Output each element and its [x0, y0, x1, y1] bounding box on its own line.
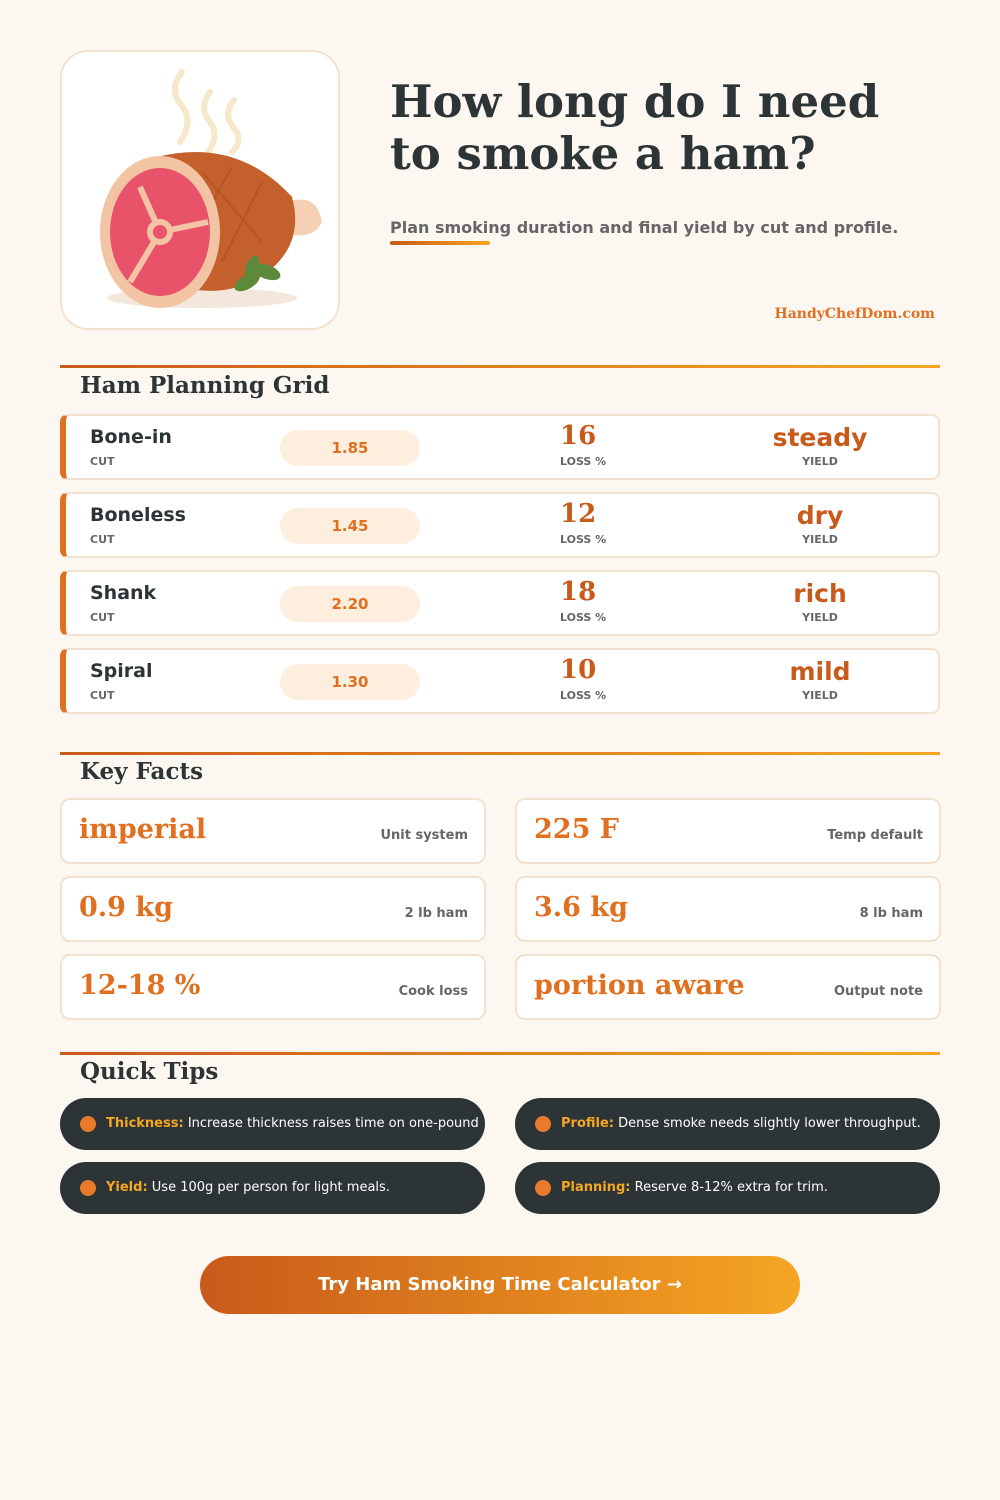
fact-value: 0.9 kg [79, 892, 173, 923]
fact-label: Cook loss [398, 984, 468, 999]
yield-value: rich [793, 579, 847, 608]
cut-label: CUT [90, 533, 115, 546]
loss-value: 10 [560, 655, 597, 685]
tip-text: Reserve 8-12% extra for trim. [634, 1180, 828, 1195]
subtitle: Plan smoking duration and final yield by… [390, 218, 899, 237]
cut-name: Boneless [90, 504, 186, 526]
loss-label: LOSS % [560, 455, 607, 468]
cta-button[interactable]: Try Ham Smoking Time Calculator → [200, 1256, 800, 1314]
tip-dot [535, 1116, 551, 1132]
loss-label: LOSS % [560, 611, 607, 624]
yield-label: YIELD [802, 611, 838, 624]
cut-label: CUT [90, 455, 115, 468]
cut-name: Shank [90, 582, 157, 604]
factor-pill: 1.85 [280, 430, 420, 466]
tip-label: Profile: [561, 1116, 614, 1131]
tip-pill: Thickness: Increase thickness raises tim… [60, 1098, 485, 1150]
section-rule [60, 365, 940, 368]
fact-card: 12-18 % Cook loss [60, 954, 486, 1020]
yield-value: dry [796, 501, 844, 530]
loss-value: 16 [560, 421, 597, 451]
grid-row: Boneless CUT 1.45 12 LOSS % dry YIELD [60, 492, 940, 558]
section-heading: Ham Planning Grid [80, 372, 330, 399]
subtitle-underline [390, 241, 490, 245]
loss-label: LOSS % [560, 533, 607, 546]
yield-value: mild [789, 657, 851, 686]
tip-dot [80, 1180, 96, 1196]
ham-illustration [100, 69, 322, 308]
tip-text: Increase thickness raises time on one-po… [187, 1116, 479, 1131]
section-rule [60, 1052, 940, 1055]
tip-pill: Yield: Use 100g per person for light mea… [60, 1162, 485, 1214]
factor-pill: 2.20 [280, 586, 420, 622]
cut-label: CUT [90, 611, 115, 624]
fact-value: 3.6 kg [534, 892, 628, 923]
tip-dot [80, 1116, 96, 1132]
tip-text: Dense smoke needs slightly lower through… [618, 1116, 921, 1131]
fact-label: 8 lb ham [859, 906, 923, 921]
fact-card: 225 F Temp default [515, 798, 941, 864]
fact-label: Unit system [380, 828, 468, 843]
illustration-card [60, 50, 340, 330]
fact-value: imperial [79, 814, 207, 845]
cut-name: Bone-in [90, 426, 172, 448]
fact-value: 225 F [534, 814, 619, 845]
yield-label: YIELD [802, 455, 838, 468]
grid-row: Bone-in CUT 1.85 16 LOSS % steady YIELD [60, 414, 940, 480]
loss-value: 12 [560, 499, 597, 529]
yield-value: steady [772, 423, 868, 452]
section-rule [60, 752, 940, 755]
cut-name: Spiral [90, 660, 153, 682]
fact-value: portion aware [534, 970, 745, 1001]
fact-label: Output note [833, 984, 923, 999]
site-name: HandyChefDom.com [774, 306, 936, 322]
tip-label: Yield: [106, 1180, 148, 1195]
fact-card: 0.9 kg 2 lb ham [60, 876, 486, 942]
tip-label: Planning: [561, 1180, 631, 1195]
fact-label: 2 lb ham [404, 906, 468, 921]
loss-value: 18 [560, 577, 597, 607]
tip-dot [535, 1180, 551, 1196]
page-title: How long do I need to smoke a ham? [390, 75, 880, 180]
tip-pill: Profile: Dense smoke needs slightly lowe… [515, 1098, 940, 1150]
tip-text: Use 100g per person for light meals. [151, 1180, 390, 1195]
factor-pill: 1.30 [280, 664, 420, 700]
yield-label: YIELD [802, 689, 838, 702]
yield-label: YIELD [802, 533, 838, 546]
cut-label: CUT [90, 689, 115, 702]
section-heading: Quick Tips [80, 1058, 219, 1085]
factor-pill: 1.45 [280, 508, 420, 544]
grid-row: Shank CUT 2.20 18 LOSS % rich YIELD [60, 570, 940, 636]
fact-value: 12-18 % [79, 970, 201, 1001]
tip-pill: Planning: Reserve 8-12% extra for trim. [515, 1162, 940, 1214]
grid-row: Spiral CUT 1.30 10 LOSS % mild YIELD [60, 648, 940, 714]
loss-label: LOSS % [560, 689, 607, 702]
fact-label: Temp default [827, 828, 923, 843]
fact-card: portion aware Output note [515, 954, 941, 1020]
fact-card: 3.6 kg 8 lb ham [515, 876, 941, 942]
tip-label: Thickness: [106, 1116, 184, 1131]
fact-card: imperial Unit system [60, 798, 486, 864]
section-heading: Key Facts [80, 758, 204, 785]
